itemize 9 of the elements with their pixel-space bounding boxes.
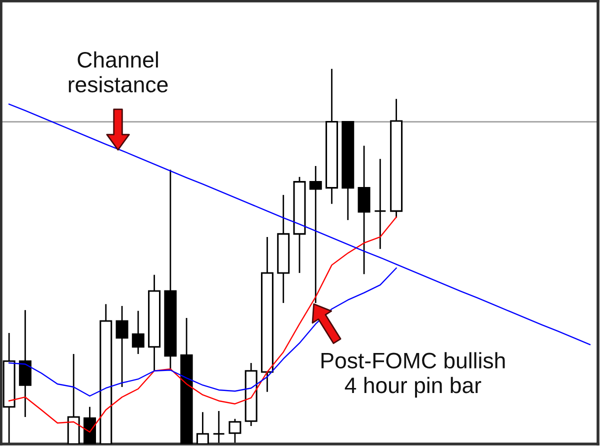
- candlestick: [374, 158, 386, 250]
- annotation: Channel resistance: [68, 51, 168, 92]
- candlestick: [228, 418, 242, 444]
- candlestick: [212, 410, 226, 444]
- candlestick: [116, 305, 128, 388]
- candlestick: [132, 310, 144, 355]
- annotation: Post-FOMC bullish 4 hour pin bar: [322, 352, 505, 398]
- candlestick: [309, 165, 322, 304]
- candlestick: [196, 411, 209, 444]
